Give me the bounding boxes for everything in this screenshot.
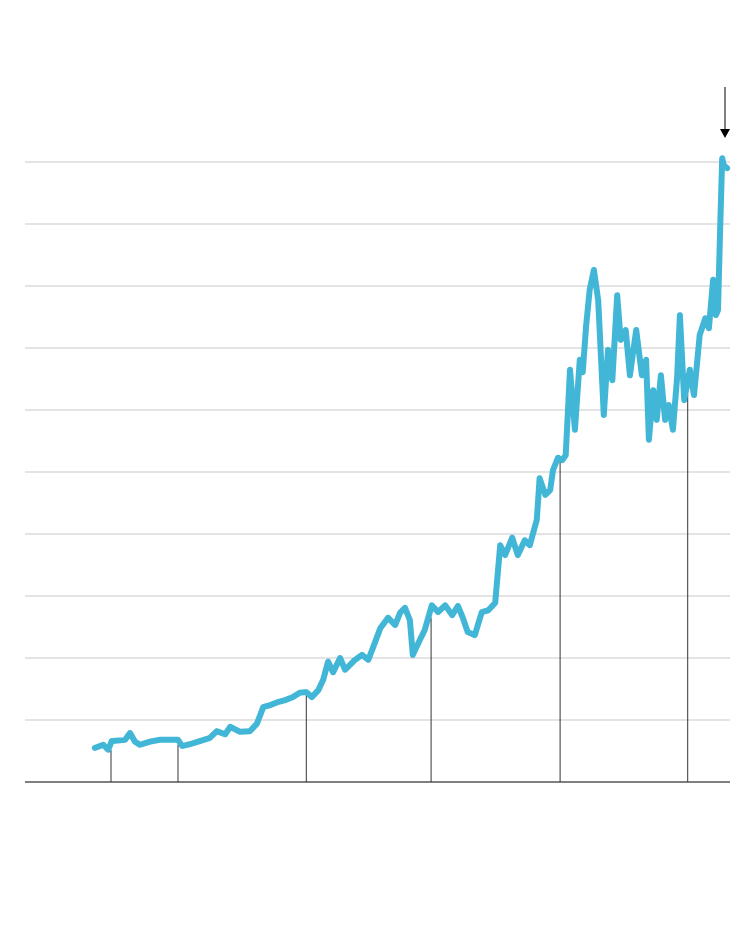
arrow-head <box>720 129 730 138</box>
line-series <box>91 155 731 753</box>
